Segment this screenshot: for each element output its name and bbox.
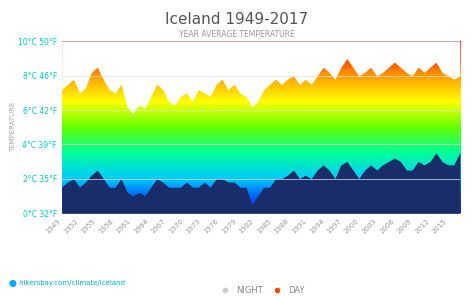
Text: ⬤ hikersbay.com/climate/iceland: ⬤ hikersbay.com/climate/iceland bbox=[9, 280, 126, 287]
Text: YEAR AVERAGE TEMPERATURE: YEAR AVERAGE TEMPERATURE bbox=[179, 30, 295, 38]
Y-axis label: TEMPERATURE: TEMPERATURE bbox=[10, 102, 17, 152]
Text: Iceland 1949-2017: Iceland 1949-2017 bbox=[165, 12, 309, 27]
Legend: NIGHT, DAY: NIGHT, DAY bbox=[213, 283, 308, 296]
